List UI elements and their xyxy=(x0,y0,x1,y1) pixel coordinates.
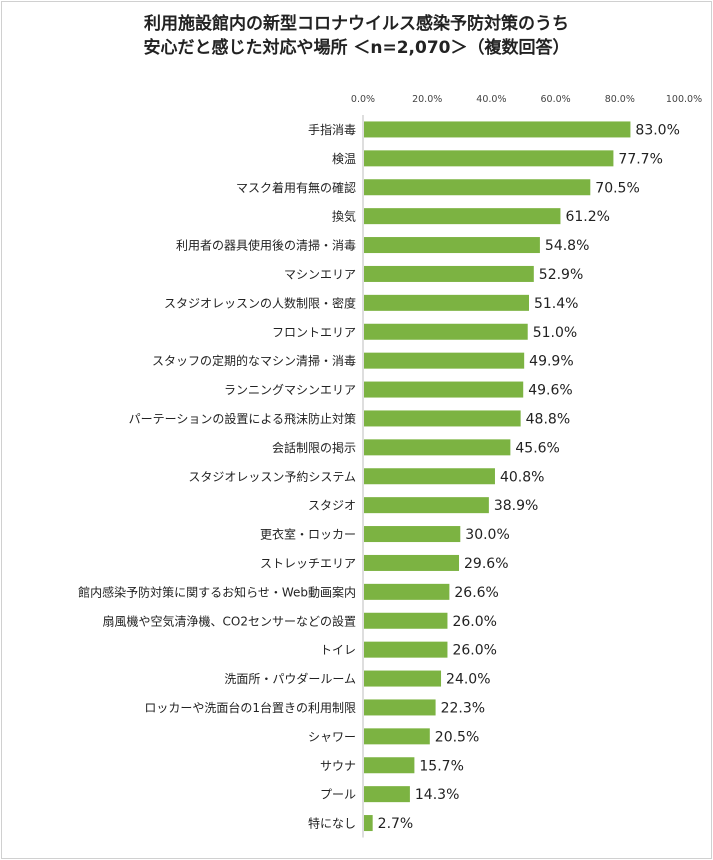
x-tick-label: 100.0% xyxy=(666,94,702,105)
bar xyxy=(364,179,591,196)
bar xyxy=(364,583,450,600)
value-label: 52.9% xyxy=(539,267,583,283)
x-tick-label: 20.0% xyxy=(412,94,442,105)
bar xyxy=(364,670,442,687)
value-label: 26.0% xyxy=(452,643,496,659)
x-tick-label: 80.0% xyxy=(605,94,635,105)
category-label: パーテーションの設置による飛沫防止対策 xyxy=(129,411,356,426)
category-label: 換気 xyxy=(332,209,356,224)
value-label: 83.0% xyxy=(635,122,679,138)
category-label: 検温 xyxy=(332,152,356,166)
chart-title-line-2: 安心だと感じた対応や場所 ＜n=2,070＞（複数回答） xyxy=(143,38,570,58)
category-label: ロッカーや洗面台の1台置きの利用制限 xyxy=(144,700,356,715)
bar xyxy=(364,150,614,167)
value-label: 26.6% xyxy=(454,585,498,601)
category-label: 特になし xyxy=(308,816,356,831)
category-label: 扇風機や空気清浄機、CO2センサーなどの設置 xyxy=(103,613,356,628)
bar xyxy=(364,526,461,543)
bar xyxy=(364,410,521,427)
bar xyxy=(364,265,534,282)
value-label: 20.5% xyxy=(435,729,479,745)
category-label: ランニングマシンエリア xyxy=(224,383,356,397)
category-label: サウナ xyxy=(320,759,356,773)
category-label: スタジオレッスンの人数制限・密度 xyxy=(164,295,356,310)
x-tick-label: 0.0% xyxy=(351,94,375,105)
bar xyxy=(364,699,436,716)
value-label: 54.8% xyxy=(545,238,589,254)
bar xyxy=(364,352,525,369)
value-label: 29.6% xyxy=(464,556,508,572)
category-label: スタッフの定期的なマシン清掃・消毒 xyxy=(152,353,356,368)
chart-title-line-1: 利用施設館内の新型コロナウイルス感染予防対策のうち xyxy=(144,14,569,34)
value-label: 61.2% xyxy=(565,209,609,225)
value-label: 22.3% xyxy=(441,700,485,716)
value-label: 15.7% xyxy=(419,758,463,774)
value-label: 51.0% xyxy=(533,325,577,341)
value-label: 77.7% xyxy=(618,151,662,167)
value-label: 24.0% xyxy=(446,672,490,688)
category-label: フロントエリア xyxy=(272,325,356,339)
value-label: 48.8% xyxy=(526,411,570,427)
bar xyxy=(364,612,448,629)
bar xyxy=(364,815,373,832)
x-tick-label: 60.0% xyxy=(541,94,571,105)
category-label: スタジオレッスン予約システム xyxy=(188,469,356,484)
category-label: マスク着用有無の確認 xyxy=(236,180,356,195)
category-label: シャワー xyxy=(308,730,356,744)
bar xyxy=(364,323,528,340)
category-label: マシンエリア xyxy=(284,267,356,281)
bar xyxy=(364,208,561,225)
category-label: トイレ xyxy=(320,643,356,657)
category-label: 更衣室・ロッカー xyxy=(260,527,356,542)
bar xyxy=(364,121,631,138)
category-label: 手指消毒 xyxy=(308,122,356,137)
value-label: 45.6% xyxy=(515,440,559,456)
category-label: 館内感染予防対策に関するお知らせ・Web動画案内 xyxy=(78,584,356,599)
bar xyxy=(364,554,460,571)
value-label: 14.3% xyxy=(415,787,459,803)
category-label: プール xyxy=(320,788,356,802)
bar xyxy=(364,641,448,658)
category-label: スタジオ xyxy=(308,499,356,513)
chart-title: 利用施設館内の新型コロナウイルス感染予防対策のうち 安心だと感じた対応や場所 ＜… xyxy=(0,12,713,60)
bar xyxy=(364,786,410,803)
value-label: 2.7% xyxy=(378,816,414,832)
x-tick-label: 40.0% xyxy=(476,94,506,105)
bar xyxy=(364,294,529,311)
bar xyxy=(364,468,495,485)
value-label: 51.4% xyxy=(534,296,578,312)
bar xyxy=(364,439,511,456)
category-label: ストレッチエリア xyxy=(260,556,356,570)
bar xyxy=(364,381,524,398)
value-label: 30.0% xyxy=(465,527,509,543)
category-label: 会話制限の掲示 xyxy=(272,440,356,455)
category-label: 洗面所・パウダールーム xyxy=(224,671,356,686)
bar xyxy=(364,757,415,774)
value-label: 26.0% xyxy=(452,614,496,630)
category-label: 利用者の器具使用後の清掃・消毒 xyxy=(176,238,356,253)
bar xyxy=(364,237,540,254)
value-label: 40.8% xyxy=(500,469,544,485)
value-label: 49.9% xyxy=(529,354,573,370)
value-label: 49.6% xyxy=(528,383,572,399)
bar xyxy=(364,497,489,514)
value-label: 38.9% xyxy=(494,498,538,514)
bar xyxy=(364,728,430,745)
value-label: 70.5% xyxy=(595,180,639,196)
